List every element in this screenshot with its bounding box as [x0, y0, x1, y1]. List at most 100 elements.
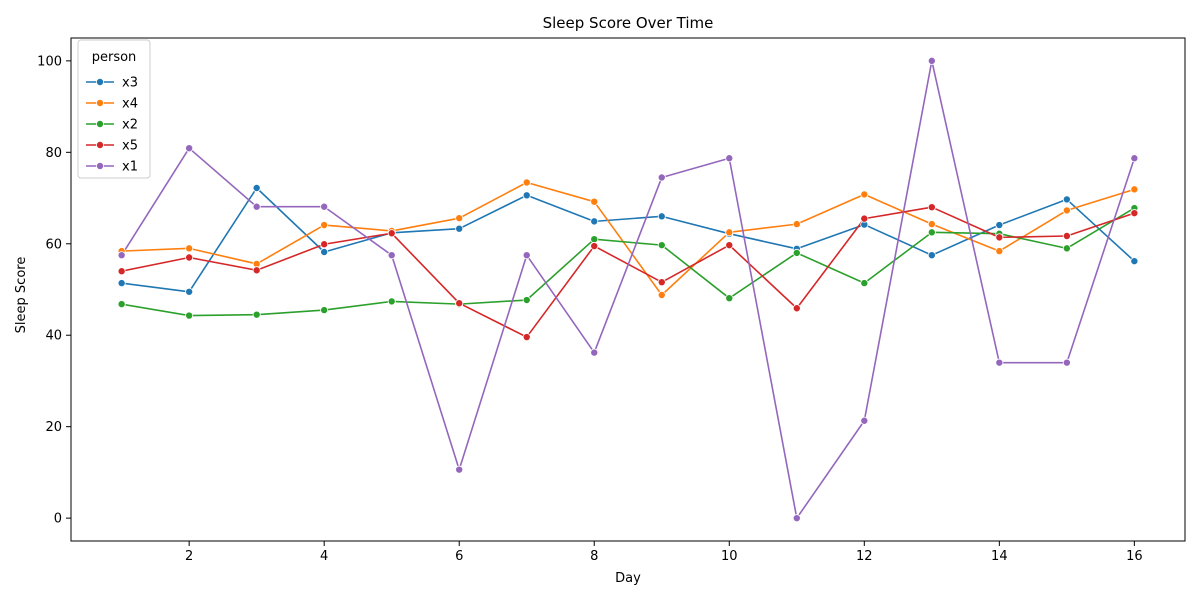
data-point-x2-day-11: [792, 248, 801, 257]
data-point-x3-day-7: [522, 191, 531, 200]
data-point-x5-day-11: [792, 304, 801, 313]
legend-swatch-marker: [96, 140, 105, 149]
data-point-x4-day-8: [590, 197, 599, 206]
data-point-x4-day-7: [522, 178, 531, 187]
legend-label: x3: [122, 76, 138, 91]
data-point-x4-day-10: [725, 228, 734, 237]
legend-items: x3 x4 x2 x5 x1: [86, 76, 138, 175]
legend-swatch-marker: [96, 78, 105, 87]
x-axis-title: Day: [615, 571, 641, 586]
data-point-x4-day-2: [185, 244, 194, 253]
data-point-x1-day-14: [995, 358, 1004, 367]
data-point-x2-day-8: [590, 235, 599, 244]
legend-label: x4: [122, 97, 138, 112]
series-line-x4: [121, 181, 1135, 296]
data-point-x3-day-1: [117, 279, 126, 288]
y-tick-label: 100: [37, 54, 62, 69]
x-tick-label: 8: [590, 549, 598, 564]
y-tick-label: 60: [45, 237, 62, 252]
data-point-x5-day-8: [590, 242, 599, 251]
data-point-x4-day-13: [927, 220, 936, 229]
data-point-x2-day-9: [657, 241, 666, 250]
series-line-x3: [121, 187, 1135, 293]
data-point-x4-day-15: [1062, 206, 1071, 215]
data-point-x2-day-7: [522, 296, 531, 305]
data-point-x5-day-6: [455, 299, 464, 308]
y-tick-label: 20: [45, 420, 62, 435]
legend-item-x2: x2: [86, 118, 138, 133]
x-tick-label: 2: [185, 549, 193, 564]
data-point-x3-day-8: [590, 217, 599, 226]
x-tick-label: 14: [991, 549, 1008, 564]
legend-label: x5: [122, 139, 138, 154]
y-axis-title: Sleep Score: [14, 257, 29, 334]
series-line-x2: [121, 207, 1135, 317]
data-point-x5-day-9: [657, 278, 666, 287]
data-point-x5-day-14: [995, 233, 1004, 242]
data-point-x4-day-4: [320, 221, 329, 230]
data-point-x5-day-13: [927, 203, 936, 212]
data-point-x5-day-12: [860, 214, 869, 223]
data-point-x3-day-13: [927, 251, 936, 260]
data-point-x5-day-7: [522, 333, 531, 342]
data-point-x2-day-12: [860, 279, 869, 288]
x-tick-label: 12: [856, 549, 873, 564]
data-point-x2-day-10: [725, 294, 734, 303]
data-point-x5-day-10: [725, 241, 734, 250]
data-point-x1-day-5: [387, 251, 396, 260]
legend-item-x4: x4: [86, 97, 138, 112]
data-point-x5-day-2: [185, 253, 194, 262]
legend-swatch-marker: [96, 99, 105, 108]
y-tick-label: 0: [54, 512, 62, 527]
data-point-x1-day-13: [927, 56, 936, 65]
legend-item-x1: x1: [86, 160, 138, 175]
data-point-x1-day-7: [522, 251, 531, 260]
data-point-x4-day-11: [792, 220, 801, 229]
x-tick-label: 6: [455, 549, 463, 564]
data-point-x2-day-15: [1062, 244, 1071, 253]
legend: person x3 x4 x2 x5 x1: [77, 39, 151, 179]
legend-title: person: [92, 50, 137, 65]
data-point-x5-day-15: [1062, 231, 1071, 240]
y-tick-label: 40: [45, 329, 62, 344]
legend-label: x2: [122, 118, 138, 133]
data-point-x4-day-6: [455, 214, 464, 223]
data-point-x5-day-4: [320, 240, 329, 249]
data-point-x1-day-12: [860, 416, 869, 425]
data-point-x1-day-4: [320, 202, 329, 211]
data-point-x1-day-8: [590, 348, 599, 357]
data-point-x5-day-3: [252, 266, 261, 275]
data-point-x4-day-14: [995, 247, 1004, 256]
plot-area: [70, 37, 1186, 542]
data-point-x1-day-1: [117, 251, 126, 260]
data-point-x2-day-2: [185, 311, 194, 320]
data-point-x3-day-6: [455, 224, 464, 233]
data-point-x3-day-3: [252, 183, 261, 192]
data-point-x1-day-15: [1062, 358, 1071, 367]
data-point-x1-day-10: [725, 154, 734, 163]
data-point-x1-day-6: [455, 465, 464, 474]
x-tick-label: 10: [721, 549, 738, 564]
data-point-x4-day-12: [860, 190, 869, 199]
x-axis: 2 4 6 8 10 12 14 16: [185, 541, 1143, 564]
data-point-x5-day-5: [387, 229, 396, 238]
legend-label: x1: [122, 160, 138, 175]
data-point-x2-day-5: [387, 297, 396, 306]
data-point-x1-day-2: [185, 144, 194, 153]
x-tick-label: 4: [320, 549, 328, 564]
data-point-x2-day-3: [252, 310, 261, 319]
data-point-x4-day-9: [657, 290, 666, 299]
data-point-x3-day-4: [320, 247, 329, 256]
legend-swatch-marker: [96, 120, 105, 129]
data-point-x5-day-16: [1130, 209, 1139, 218]
data-point-x2-day-4: [320, 306, 329, 315]
legend-item-x5: x5: [86, 139, 138, 154]
y-axis: 0 20 40 60 80 100: [37, 54, 71, 527]
y-tick-label: 80: [45, 146, 62, 161]
data-point-x1-day-11: [792, 514, 801, 523]
data-point-x3-day-2: [185, 287, 194, 296]
legend-item-x3: x3: [86, 76, 138, 91]
